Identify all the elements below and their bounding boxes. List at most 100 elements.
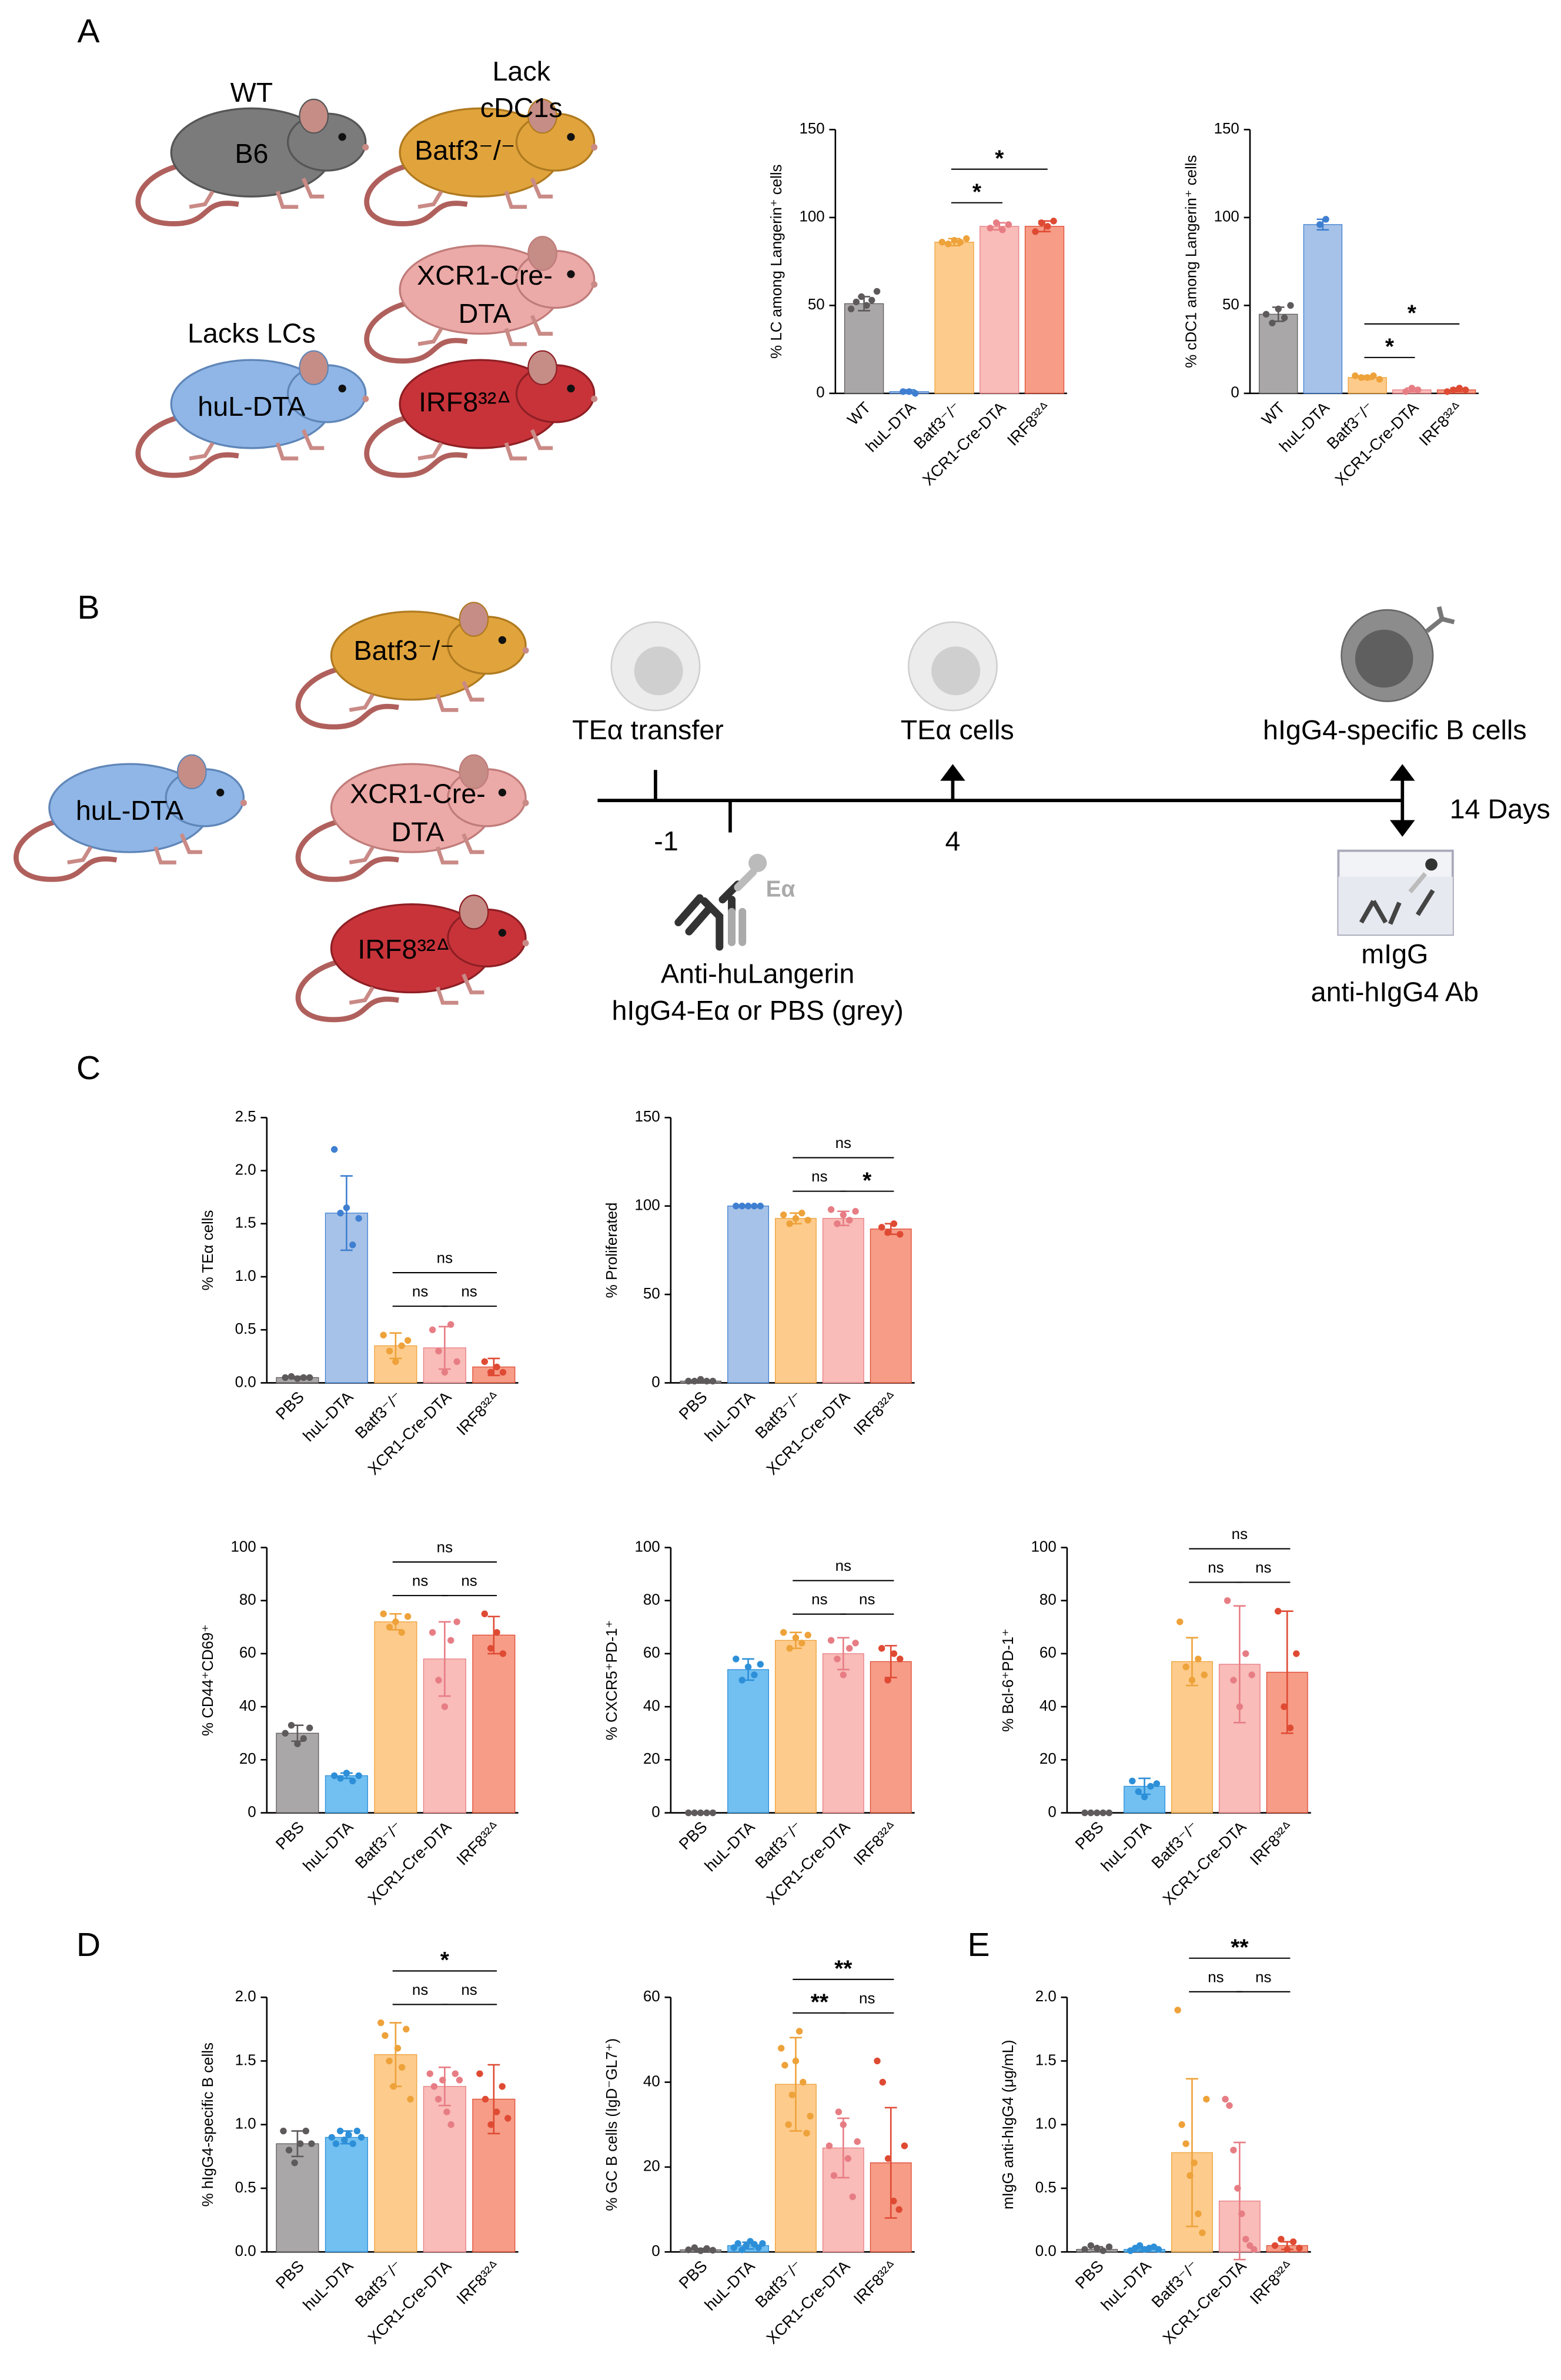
data-point — [751, 1671, 758, 1678]
ear — [459, 754, 489, 790]
data-point — [330, 1772, 338, 1780]
bar-chart: 0 20 40 60 % GC B cells (IgD⁻GL7⁺) PBShuL-DTA… — [604, 1957, 915, 2348]
data-point — [781, 2062, 788, 2069]
x-tick-label: huL-DTA — [299, 1817, 357, 1875]
data-point — [879, 2078, 886, 2086]
x-tick-label: XCR1-Cre-DTA — [364, 1387, 455, 1478]
data-point — [1129, 1777, 1136, 1785]
x-tick-label: IRF8³²ᐞ — [850, 2257, 901, 2308]
data-point — [992, 219, 1000, 226]
label: 4 — [945, 826, 960, 856]
x-tick-label: huL-DTA — [1097, 1817, 1155, 1875]
data-point — [398, 2064, 406, 2071]
data-point — [291, 2159, 298, 2167]
data-point — [482, 2095, 489, 2103]
y-tick-label: 150 — [1214, 121, 1239, 137]
x-tick-label: huL-DTA — [701, 1817, 758, 1875]
cells — [610, 606, 1455, 712]
data-point — [944, 241, 952, 248]
y-tick-label: 40 — [1039, 1698, 1057, 1714]
data-point — [330, 1146, 338, 1153]
data-point — [332, 2140, 340, 2147]
data-point — [730, 2244, 737, 2251]
data-point — [1224, 1597, 1231, 1604]
nose — [362, 395, 369, 402]
data-point — [1178, 2121, 1185, 2128]
y-tick-label: 0.0 — [235, 1374, 256, 1390]
tail — [14, 818, 118, 882]
illustration-labels: WT Lack cDC1s Lacks LCs — [188, 56, 563, 349]
y-tick-label: 80 — [1039, 1592, 1057, 1608]
significance-label: ns — [461, 1573, 477, 1590]
data-point — [733, 1655, 740, 1663]
data-point — [1402, 388, 1409, 395]
data-point — [1050, 218, 1057, 225]
data-point — [685, 2246, 692, 2254]
data-point — [1141, 1793, 1148, 1801]
significance-label: * — [863, 1168, 872, 1193]
data-point — [1174, 2007, 1181, 2014]
label: anti-hIgG4 Ab — [1311, 977, 1479, 1007]
significance-label: ns — [412, 1284, 428, 1300]
data-point — [825, 2142, 833, 2149]
data-point — [380, 1331, 387, 1338]
data-point — [452, 2070, 459, 2077]
significance-label: ns — [437, 1540, 453, 1556]
ear — [176, 754, 207, 790]
significance-label: ns — [811, 1591, 827, 1608]
y-tick-label: 0.0 — [235, 2243, 256, 2259]
y-tick-label: 80 — [239, 1592, 256, 1608]
y-tick-label: 2.0 — [235, 1161, 256, 1178]
data-point — [493, 1363, 500, 1371]
bar — [870, 1661, 912, 1814]
y-tick-label: 0.0 — [1035, 2243, 1057, 2259]
error-bar — [1234, 2141, 1246, 2261]
data-point — [434, 2095, 442, 2103]
mouse-label: Batf3⁻/⁻ — [415, 135, 515, 166]
data-point — [336, 2127, 344, 2135]
data-point — [300, 1374, 307, 1381]
error-bar — [1281, 1610, 1293, 1734]
tail — [364, 163, 468, 226]
y-tick-label: 20 — [643, 2158, 660, 2175]
mouse-label: IRF8³²ᐞ — [357, 934, 450, 964]
y-axis-label: % Proliferated — [604, 1203, 620, 1299]
data-point — [844, 2155, 851, 2162]
data-point — [487, 1368, 494, 1376]
significance-label: * — [1385, 335, 1395, 360]
data-point — [853, 298, 860, 306]
y-tick-label: 0.5 — [235, 2179, 256, 2196]
timeline-labels: TEα transfer TEα cells hIgG4-specific B … — [572, 715, 1550, 1026]
data-point — [1262, 311, 1270, 318]
y-tick-label: 20 — [239, 1751, 256, 1767]
x-tick-label: PBS — [272, 1388, 307, 1423]
y-tick-label: 0 — [651, 1374, 660, 1390]
label: Eα — [766, 876, 795, 902]
data-point — [404, 1613, 412, 1620]
x-tick-label: IRF8³²ᐞ — [1415, 398, 1466, 449]
data-point — [759, 2240, 766, 2247]
data-point — [845, 1217, 853, 1224]
data-point — [1099, 2247, 1107, 2254]
antibody — [674, 853, 767, 951]
data-point — [834, 1655, 841, 1663]
data-point — [874, 2057, 881, 2065]
significance-label: * — [440, 1948, 450, 1973]
data-point — [306, 1374, 313, 1381]
x-tick-label: XCR1-Cre-DTA — [364, 2257, 455, 2348]
bar — [325, 1775, 368, 1814]
data-point — [453, 1358, 460, 1366]
data-point — [355, 1215, 362, 1222]
mouse-label: B6 — [235, 138, 268, 169]
data-point — [349, 1777, 356, 1785]
significance-label: ** — [834, 1957, 853, 1982]
data-point — [337, 1210, 344, 1217]
x-tick-label: IRF8³²ᐞ — [453, 2257, 504, 2308]
data-point — [755, 2244, 762, 2251]
data-point — [349, 1241, 356, 1249]
data-point — [807, 2112, 814, 2120]
mouse-label: DTA — [459, 298, 512, 329]
data-point — [288, 1721, 295, 1729]
label: hIgG4-Eα or PBS (grey) — [611, 995, 903, 1026]
error-bar — [837, 1637, 850, 1671]
